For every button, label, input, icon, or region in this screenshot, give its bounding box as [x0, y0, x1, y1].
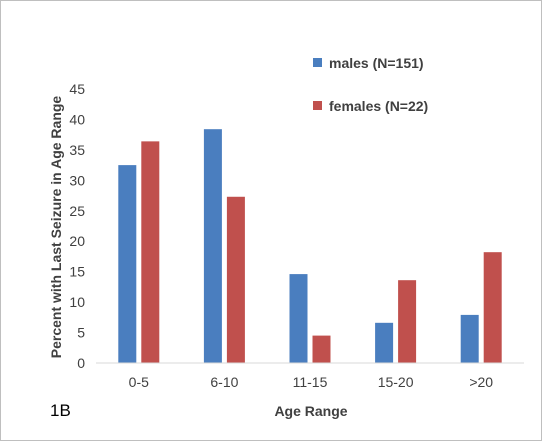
legend-swatch-males — [313, 58, 322, 67]
x-tick-label: >20 — [469, 374, 493, 390]
y-tick-label: 0 — [77, 355, 85, 371]
bar-females-6-10 — [226, 196, 245, 363]
y-tick-label: 15 — [69, 264, 85, 280]
x-tick-label: 11-15 — [293, 374, 328, 390]
bar-males-11-15 — [289, 274, 308, 363]
bar-females-0-5 — [141, 141, 160, 363]
legend-label-females: females (N=22) — [329, 98, 428, 114]
bars — [118, 129, 502, 363]
bar-females->20 — [483, 252, 502, 363]
legend-label-males: males (N=151) — [329, 55, 424, 71]
bar-males-6-10 — [203, 129, 222, 363]
bar-females-15-20 — [398, 280, 417, 363]
y-tick-label: 25 — [69, 203, 85, 219]
y-tick-label: 5 — [77, 325, 85, 341]
x-tick-label: 0-5 — [129, 374, 149, 390]
legend-swatch-females — [313, 101, 322, 110]
y-tick-label: 35 — [69, 142, 85, 158]
y-tick-label: 30 — [69, 172, 85, 188]
x-axis-ticks: 0-5 6-10 11-15 15-20 >20 — [129, 374, 494, 390]
y-tick-label: 10 — [69, 294, 85, 310]
legend: males (N=151) females (N=22) — [313, 55, 428, 114]
y-axis-ticks: 0 5 10 15 20 25 30 35 40 45 — [69, 81, 85, 371]
x-tick-label: 15-20 — [378, 374, 414, 390]
y-tick-label: 45 — [69, 81, 85, 97]
y-tick-label: 20 — [69, 233, 85, 249]
bar-males->20 — [460, 314, 479, 363]
panel-label: 1B — [50, 401, 71, 420]
y-axis-title: Percent with Last Seizure in Age Range — [48, 96, 64, 359]
bar-males-0-5 — [118, 165, 137, 363]
bar-males-15-20 — [375, 322, 394, 363]
y-tick-label: 40 — [69, 111, 85, 127]
x-axis-title: Age Range — [274, 403, 347, 419]
x-tick-label: 6-10 — [210, 374, 238, 390]
bar-females-11-15 — [312, 335, 331, 363]
